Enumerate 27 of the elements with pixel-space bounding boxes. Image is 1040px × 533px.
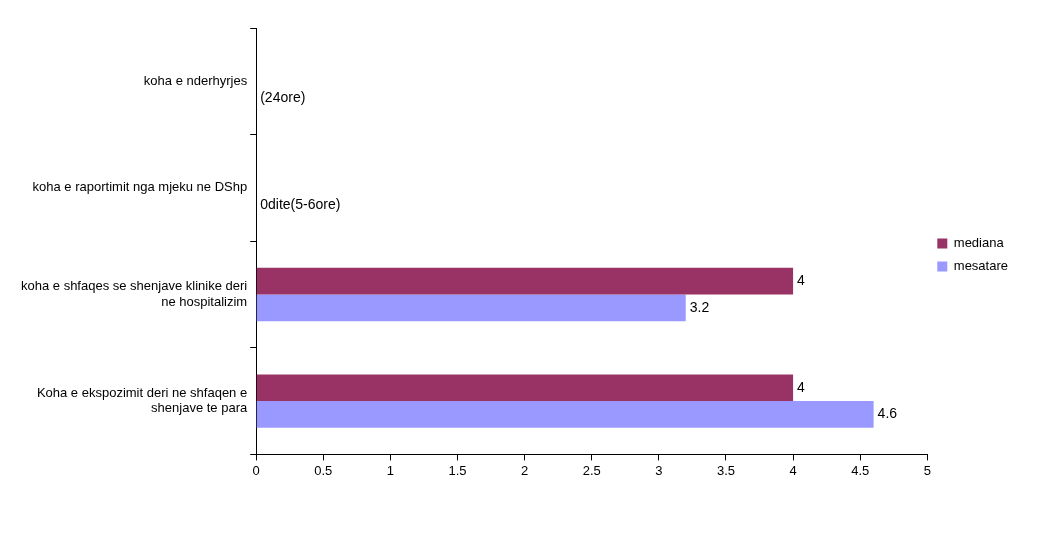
bar [256,294,686,322]
bar [256,374,794,402]
x-tick-label: 1.5 [448,462,467,478]
data-label: 3.2 [689,298,710,315]
x-tick-label: 0.5 [314,462,333,478]
y-tick-label: koha e shfaqes se shenjave klinike deri ne hospitalizim [20,278,248,309]
x-tick-label: 0 [252,462,260,478]
legend-label: mediana [953,235,1005,251]
x-tick-label: 2.5 [582,462,601,478]
annotation: 0dite(5-6ore) [260,195,341,212]
x-tick-label: 4 [789,462,797,478]
bar [256,267,794,295]
annotation: (24ore) [260,89,306,106]
x-tick-label: 2 [521,462,529,478]
legend-label: mesatare [953,258,1009,274]
data-label: 4 [797,272,806,289]
y-tick-label: koha e nderhyrjes [143,72,248,88]
bar [256,401,874,428]
x-tick-label: 1 [386,462,395,478]
data-label: 4.6 [877,405,898,422]
x-tick-label: 4.5 [851,462,870,478]
y-tick-label: Koha e ekspozimit deri ne shfaqen e shenjave te para [36,384,248,416]
y-tick-label: koha e raportimit nga mjeku ne DShp [32,179,248,195]
data-label: 4 [797,378,806,395]
x-tick-label: 3.5 [716,462,736,478]
x-tick-label: 3 [655,462,663,478]
x-tick-label: 5 [923,462,931,478]
